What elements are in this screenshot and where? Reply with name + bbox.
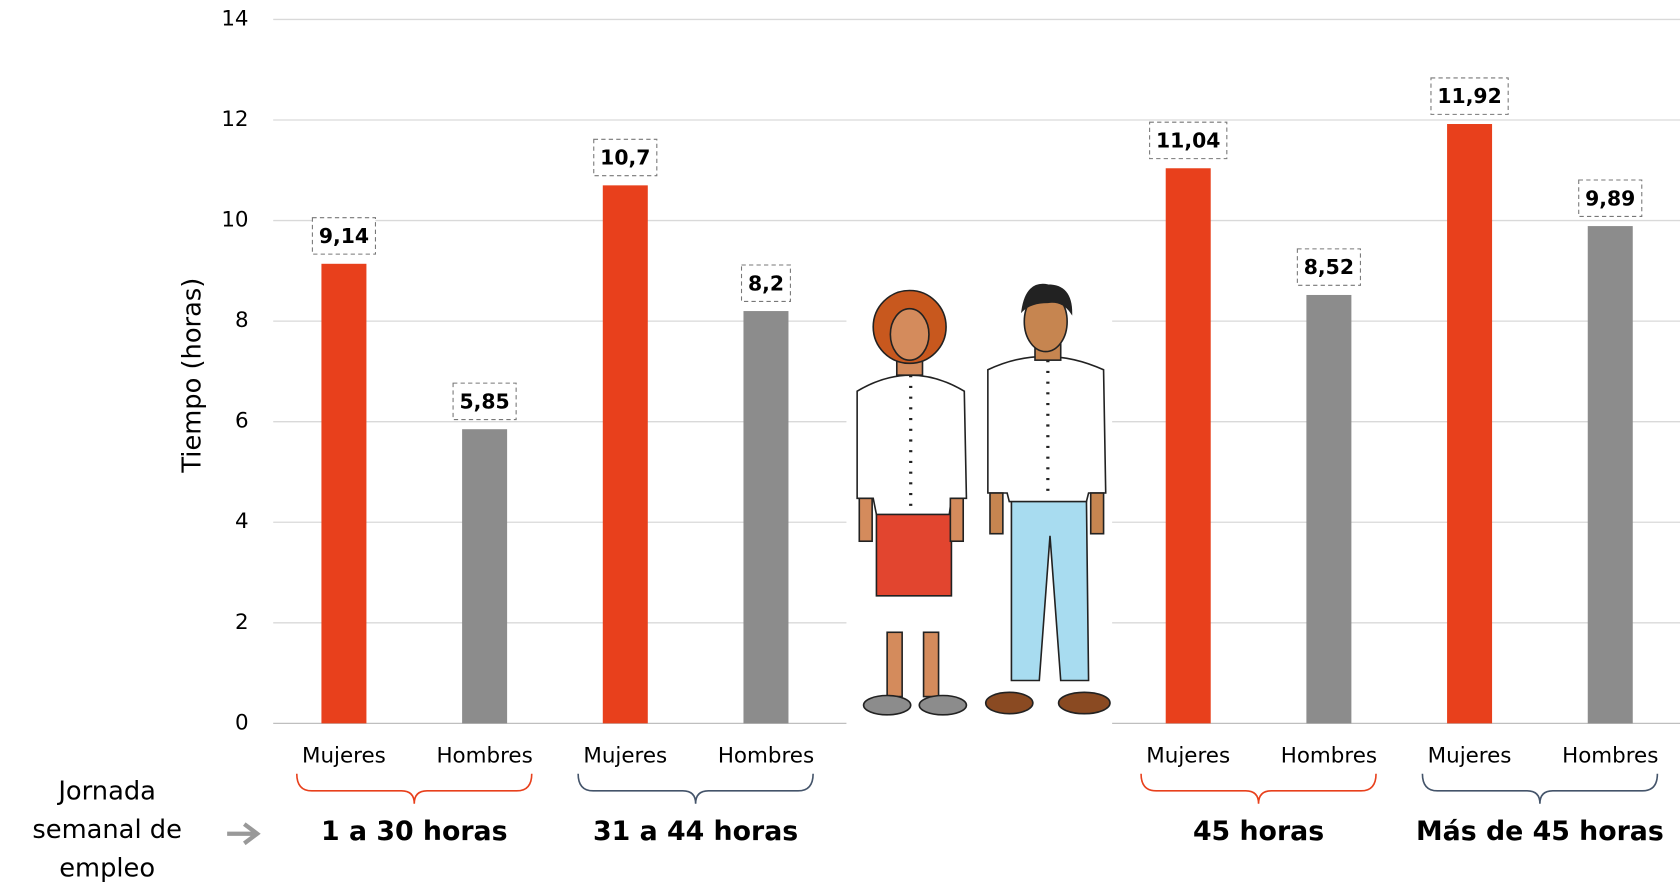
bar (1165, 168, 1211, 724)
man-figure (984, 283, 1111, 715)
bar (743, 311, 789, 724)
group-label: 45 horas (1193, 816, 1324, 847)
value-label: 11,04 (1156, 128, 1220, 152)
value-label: 9,14 (319, 224, 369, 248)
value-label: 8,52 (1304, 255, 1354, 279)
illustration (846, 268, 1113, 729)
arrow (227, 822, 261, 846)
x-tick-label: Hombres (1562, 744, 1658, 769)
value-label-box (740, 264, 791, 302)
bar-layer: 9,14 Mujeres 5,85 Hombres 10,7 Mujeres 8,2 Homb… (295, 77, 1664, 847)
x-tick-label: Mujeres (1428, 744, 1512, 769)
bar (321, 263, 367, 724)
value-label-box (593, 138, 658, 177)
y-tick-label: 10 (221, 208, 248, 233)
y-tick-label: 4 (235, 509, 249, 534)
value-label: 8,2 (748, 271, 784, 295)
y-tick-label: 0 (235, 710, 249, 735)
y-tick-label: 6 (235, 409, 249, 434)
group-brace (1140, 773, 1377, 804)
value-label-box (1578, 179, 1643, 217)
value-label-box (1430, 77, 1509, 115)
group-label: Más de 45 horas (1416, 816, 1664, 847)
x-tick-label: Hombres (1281, 744, 1377, 769)
group-label: 31 a 44 horas (593, 816, 798, 847)
value-label: 5,85 (460, 389, 510, 413)
bar (602, 185, 648, 724)
value-label-box (452, 382, 517, 421)
y-tick-label: 14 (221, 6, 248, 31)
group-brace (577, 773, 814, 804)
x-tick-label: Mujeres (302, 744, 386, 769)
value-label-box (1296, 248, 1361, 286)
y-tick-label: 2 (235, 610, 249, 635)
x-tick-label: Mujeres (1146, 744, 1230, 769)
value-label: 9,89 (1585, 186, 1635, 210)
group-brace (295, 773, 533, 804)
x-tick-label: Hombres (718, 744, 814, 769)
group-brace (1421, 773, 1659, 804)
bar (1306, 294, 1352, 724)
group-label: 1 a 30 horas (321, 816, 508, 847)
bar (1587, 226, 1633, 724)
bar (1447, 124, 1493, 724)
value-label-box (311, 217, 376, 255)
y-axis-title: Tiempo (horas) (177, 278, 207, 474)
bar (462, 429, 508, 724)
x-tick-label: Mujeres (583, 744, 667, 769)
x-tick-label: Hombres (436, 744, 532, 769)
value-label: 11,92 (1437, 84, 1501, 108)
woman-figure (856, 289, 968, 716)
x-note: Jornada semanal de empleo (32, 775, 182, 883)
y-tick-label: 8 (235, 308, 249, 333)
y-tick-label: 12 (221, 107, 248, 132)
x-note-box: Jornada semanal de empleo (32, 775, 182, 883)
value-label: 10,7 (600, 146, 650, 170)
value-label-box (1149, 121, 1228, 160)
